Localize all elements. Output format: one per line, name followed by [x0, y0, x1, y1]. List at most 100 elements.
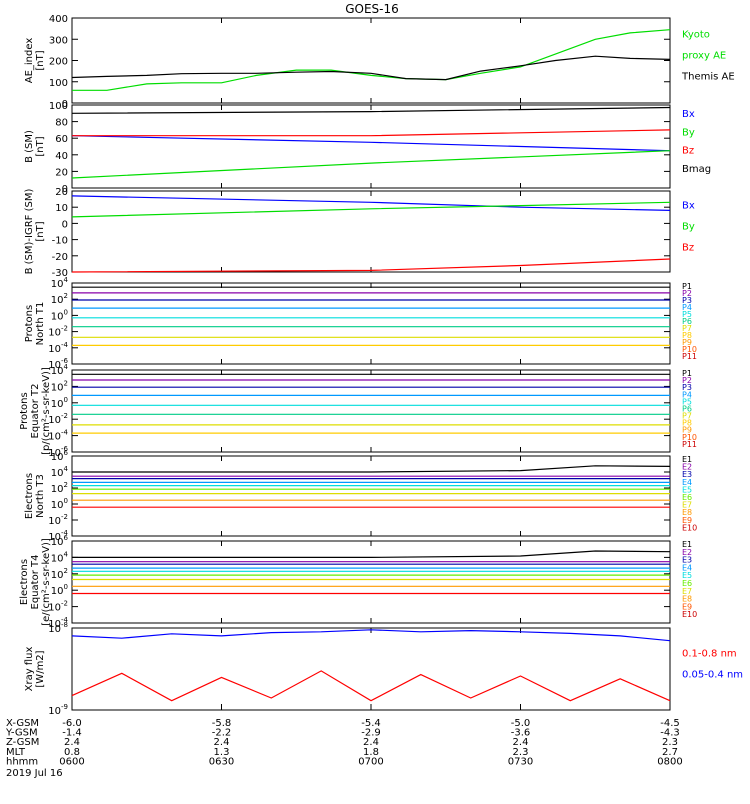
legend-entry: Bx — [682, 109, 695, 120]
ephemeris-value: 1.3 — [214, 747, 230, 758]
y-tick-label: 10-2 — [48, 513, 68, 527]
y-tick-label: 102 — [51, 481, 68, 495]
y-tick-label: 100 — [49, 101, 68, 112]
ephemeris-row-label: Z-GSM — [6, 737, 39, 748]
legend-entry: E6 — [682, 493, 692, 502]
legend-entry: E6 — [682, 579, 692, 588]
series-line-themis-ae — [71, 55, 671, 81]
ephemeris-row-label: hhmm — [6, 756, 38, 767]
legend-entry: P10 — [682, 433, 697, 442]
legend-entry: E8 — [682, 595, 692, 604]
y-tick-label: -20 — [52, 252, 68, 263]
y-tick-label: 10-2 — [48, 325, 68, 339]
y-tick-label: 100 — [49, 78, 68, 89]
ephemeris-value: 0800 — [657, 756, 682, 767]
legend-entry: P7 — [682, 324, 692, 333]
y-axis-label: Equator T2 — [30, 384, 41, 439]
legend-entry: 0.05-0.4 nm — [682, 670, 743, 681]
y-tick-label: -10 — [52, 236, 68, 247]
y-axis-label: [W/m2] — [35, 650, 46, 687]
y-tick-label: 10-4 — [48, 341, 68, 355]
y-axis-label: B (SM) — [24, 130, 35, 163]
y-axis-label: Protons — [19, 392, 30, 429]
ephemeris-value: 0700 — [358, 756, 383, 767]
y-tick-label: 200 — [49, 57, 68, 68]
ephemeris-value: 0730 — [508, 756, 533, 767]
legend-entry: By — [682, 222, 695, 233]
y-tick-label: 40 — [55, 151, 68, 162]
series-line-kyoto-proxy-ae — [72, 29, 671, 91]
series-line-by — [71, 201, 671, 218]
legend-entry: P2 — [682, 289, 692, 298]
y-axis-label: AE_index — [24, 38, 35, 84]
y-axis-label: [p/(cm²-s-sr-keV)] — [41, 367, 52, 455]
legend-entry: Kyoto — [682, 30, 710, 41]
legend-entry: P11 — [682, 440, 697, 449]
legend-entry: P5 — [682, 397, 692, 406]
y-tick-label: 10 — [55, 203, 68, 214]
y-tick-label: 104 — [51, 363, 69, 377]
legend-entry: P1 — [682, 369, 692, 378]
panel-frame — [71, 627, 671, 711]
legend-entry: E8 — [682, 508, 692, 517]
y-tick-label: 60 — [55, 134, 68, 145]
legend-entry: P6 — [682, 317, 692, 326]
series-line-by — [71, 150, 671, 179]
y-tick-label: 104 — [51, 550, 69, 564]
ephemeris-value: -4.5 — [660, 718, 680, 729]
panel-frame — [71, 17, 671, 104]
legend-entry: P4 — [682, 390, 692, 399]
legend-entry: E1 — [682, 540, 692, 549]
legend-entry: P1 — [682, 282, 692, 291]
date-label: 2019 Jul 16 — [6, 768, 63, 779]
legend-entry: P7 — [682, 412, 692, 421]
ephemeris-value: 2.4 — [214, 737, 230, 748]
legend-entry: P11 — [682, 352, 697, 361]
legend-entry: P9 — [682, 426, 692, 435]
panel-frame — [71, 369, 671, 453]
ephemeris-value: 0600 — [59, 756, 84, 767]
y-axis-label: Xray flux — [24, 647, 35, 692]
y-tick-label: 106 — [51, 534, 69, 548]
y-axis-label: Equator T4 — [30, 555, 41, 610]
legend-entry: P3 — [682, 296, 692, 305]
y-tick-label: 100 — [51, 583, 68, 597]
legend-entry: proxy AE — [682, 51, 726, 62]
legend-entry: E4 — [682, 563, 692, 572]
series-line-0-05-0-4-nm — [71, 670, 671, 702]
legend-entry: P8 — [682, 331, 692, 340]
ephemeris-value: -5.0 — [511, 718, 531, 729]
legend-entry: P6 — [682, 404, 692, 413]
legend-entry: P3 — [682, 383, 692, 392]
ephemeris-row-label: X-GSM — [6, 718, 39, 729]
ephemeris-value: -2.9 — [361, 728, 381, 739]
legend-entry: E3 — [682, 470, 692, 479]
y-tick-label: 104 — [51, 276, 69, 290]
y-tick-label: 20 — [55, 187, 68, 198]
y-tick-label: 102 — [51, 379, 68, 393]
y-axis-label: Electrons — [19, 559, 30, 605]
legend-entry: E7 — [682, 501, 692, 510]
panel-frame — [71, 455, 671, 537]
series-line-bz — [71, 258, 671, 273]
legend-entry: E1 — [682, 455, 692, 464]
panel-frame — [71, 104, 671, 189]
legend-entry: Bmag — [682, 164, 711, 175]
series-line-bmag — [71, 106, 671, 114]
y-axis-label: Electrons — [24, 473, 35, 519]
legend-entry: P5 — [682, 310, 692, 319]
legend-entry: E3 — [682, 556, 692, 565]
y-tick-label: 100 — [51, 308, 68, 322]
ephemeris-value: 0.8 — [64, 747, 80, 758]
ephemeris-value: -2.2 — [212, 728, 232, 739]
panel-frame — [71, 190, 671, 273]
series-line-bx — [71, 195, 671, 211]
ephemeris-value: 2.4 — [513, 737, 529, 748]
legend-entry: P8 — [682, 419, 692, 428]
panel-frame — [71, 282, 671, 365]
legend-entry: E5 — [682, 571, 692, 580]
legend-entry: E10 — [682, 610, 697, 619]
legend-entry: P4 — [682, 303, 692, 312]
